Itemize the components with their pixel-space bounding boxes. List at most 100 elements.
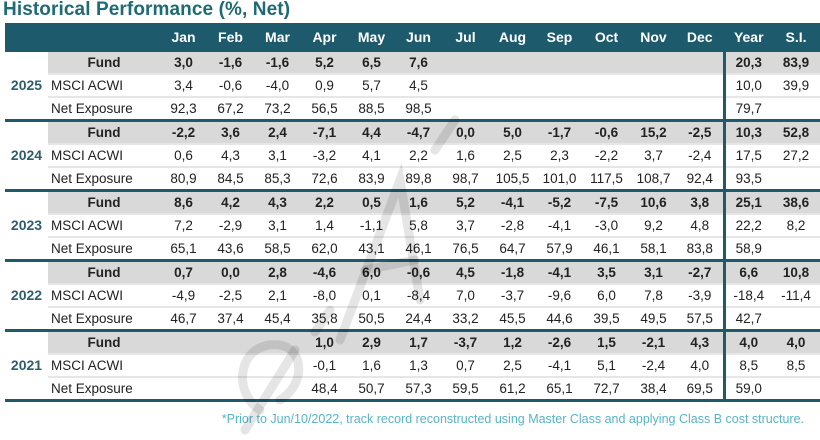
value-cell — [160, 353, 207, 377]
value-cell: 45,4 — [254, 306, 301, 332]
value-cell: -3,7 — [442, 330, 489, 354]
value-cell: 0,9 — [301, 73, 348, 97]
year-label: 2021 — [5, 330, 48, 402]
value-cell: -2,7 — [677, 260, 724, 284]
value-cell: 101,0 — [536, 166, 583, 192]
value-cell: 10,3 — [722, 120, 772, 144]
value-cell: -2,4 — [630, 353, 677, 377]
value-cell — [489, 52, 536, 74]
column-header: Nov — [630, 23, 677, 52]
value-cell: 2,2 — [301, 190, 348, 214]
value-cell: -2,9 — [207, 213, 254, 237]
value-cell: -0,1 — [301, 353, 348, 377]
value-cell: -3,7 — [489, 283, 536, 307]
value-cell: 4,5 — [395, 73, 442, 97]
value-cell — [254, 353, 301, 377]
value-cell: 1,6 — [395, 190, 442, 214]
value-cell: 3,1 — [254, 213, 301, 237]
value-cell: 92,4 — [677, 166, 724, 192]
table-row: MSCI ACWI 0,6 4,3 3,1 -3,2 4,1 2,2 1,6 2,5 2,3 -2,… — [5, 143, 820, 167]
row-label: MSCI ACWI — [48, 283, 160, 307]
value-cell — [583, 96, 630, 122]
table-header-row: Jan Feb Mar Apr May Jun Jul Aug Sep Oct Nov Dec Year… — [5, 23, 820, 52]
row-label: Net Exposure — [48, 96, 160, 122]
value-cell: 50,7 — [348, 376, 395, 402]
value-cell: 5,2 — [442, 190, 489, 214]
table-row: 2025 Fund 3,0 -1,6 -1,6 5,2 6,5 7,6 20,3 83,9 — [5, 52, 820, 122]
value-cell: 56,5 — [301, 96, 348, 122]
value-cell: 64,7 — [489, 236, 536, 262]
value-cell — [772, 236, 820, 262]
value-cell: 0,0 — [442, 120, 489, 144]
value-cell: -2,5 — [207, 283, 254, 307]
value-cell: 17,5 — [722, 143, 772, 167]
table-row: MSCI ACWI 7,2 -2,9 3,1 1,4 -1,1 5,8 3,7 -2,8 -4,1… — [5, 213, 820, 237]
table-row: MSCI ACWI -0,1 1,6 1,3 0,7 2,5 -4,1 5,1 -2,4 4,0 8… — [5, 353, 820, 377]
value-cell: 37,4 — [207, 306, 254, 332]
value-cell — [536, 73, 583, 97]
value-cell: 46,1 — [583, 236, 630, 262]
value-cell: -2,5 — [677, 120, 724, 144]
value-cell: 1,3 — [395, 353, 442, 377]
value-cell: -4,0 — [254, 73, 301, 97]
value-cell: 2,2 — [395, 143, 442, 167]
value-cell: 1,6 — [442, 143, 489, 167]
value-cell: 20,3 — [722, 52, 772, 74]
value-cell: 1,2 — [489, 330, 536, 354]
value-cell: 7,2 — [160, 213, 207, 237]
value-cell — [489, 73, 536, 97]
value-cell: 98,7 — [442, 166, 489, 192]
table-row: Net Exposure 46,7 37,4 45,4 35,8 50,5 24,4 33,2… — [5, 306, 820, 332]
table-row: 2022 Fund 0,7 0,0 2,8 -4,6 6,0 -0,6 4,5 -1,8 -4,1 3… — [5, 260, 820, 332]
value-cell: 1,7 — [395, 330, 442, 354]
value-cell: 8,5 — [772, 353, 820, 377]
value-cell: 4,0 — [677, 353, 724, 377]
value-cell: 1,4 — [301, 213, 348, 237]
value-cell: -8,4 — [395, 283, 442, 307]
value-cell: 73,2 — [254, 96, 301, 122]
value-cell: -7,5 — [583, 190, 630, 214]
value-cell — [160, 330, 207, 354]
value-cell — [489, 96, 536, 122]
row-label: Net Exposure — [48, 236, 160, 262]
value-cell: 89,8 — [395, 166, 442, 192]
value-cell: 4,2 — [207, 190, 254, 214]
value-cell: -1,6 — [207, 52, 254, 74]
value-cell: 83,8 — [677, 236, 724, 262]
value-cell: 4,3 — [207, 143, 254, 167]
value-cell — [207, 376, 254, 402]
value-cell: -2,4 — [677, 143, 724, 167]
column-header: Feb — [207, 23, 254, 52]
column-header: S.I. — [772, 23, 820, 52]
year-label: 2023 — [5, 190, 48, 262]
value-cell: 48,4 — [301, 376, 348, 402]
value-cell: -8,0 — [301, 283, 348, 307]
value-cell — [772, 306, 820, 332]
value-cell: 72,6 — [301, 166, 348, 192]
performance-table: Jan Feb Mar Apr May Jun Jul Aug Sep Oct Nov Dec Year… — [5, 23, 820, 402]
value-cell: 59,0 — [722, 376, 772, 402]
value-cell: 0,7 — [442, 353, 489, 377]
value-cell — [583, 52, 630, 74]
value-cell: 49,5 — [630, 306, 677, 332]
table-row: Net Exposure 92,3 67,2 73,2 56,5 88,5 98,5 79,7 — [5, 96, 820, 122]
column-header: Jan — [160, 23, 207, 52]
value-cell — [677, 52, 724, 74]
column-header: Jul — [442, 23, 489, 52]
value-cell: 3,7 — [630, 143, 677, 167]
value-cell: 52,8 — [772, 120, 820, 144]
value-cell: 46,7 — [160, 306, 207, 332]
value-cell — [772, 166, 820, 192]
column-header: Oct — [583, 23, 630, 52]
value-cell: 8,5 — [722, 353, 772, 377]
value-cell — [442, 52, 489, 74]
table-row: 2021 Fund 1,0 2,9 1,7 -3,7 1,2 -2,6 1,5 -2,1 4,3 4,… — [5, 330, 820, 402]
value-cell: 88,5 — [348, 96, 395, 122]
value-cell: 79,7 — [722, 96, 772, 122]
value-cell: 4,5 — [442, 260, 489, 284]
value-cell: 80,9 — [160, 166, 207, 192]
value-cell: 39,5 — [583, 306, 630, 332]
value-cell: 24,4 — [395, 306, 442, 332]
value-cell: 10,8 — [772, 260, 820, 284]
value-cell: 1,6 — [348, 353, 395, 377]
